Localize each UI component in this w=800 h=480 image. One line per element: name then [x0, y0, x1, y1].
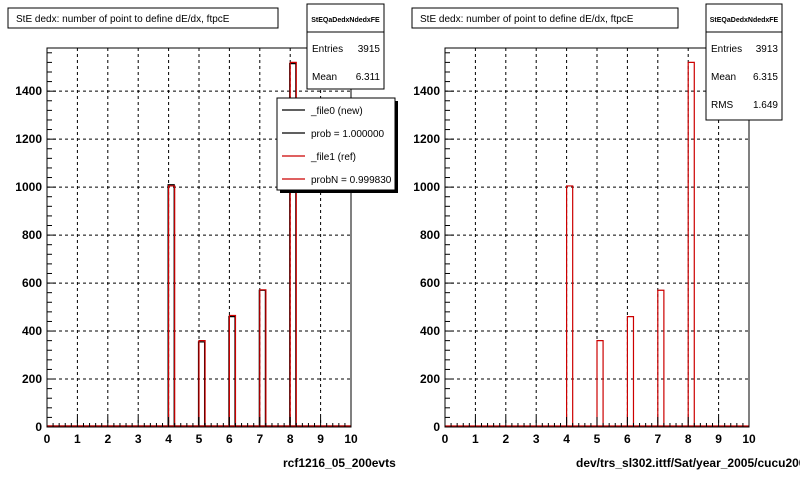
x-tick-label: 2	[502, 432, 509, 446]
stats-key: RMS	[711, 100, 734, 111]
y-tick-label: 1400	[15, 84, 42, 98]
x-tick-label: 1	[74, 432, 81, 446]
x-axis-label: dev/trs_sl302.ittf/Sat/year_2005/cucu200…	[576, 456, 800, 470]
stats-title: StEQaDedxNdedxFE	[710, 17, 779, 24]
x-axis-label: rcf1216_05_200evts	[283, 456, 396, 470]
x-tick-label: 5	[196, 432, 203, 446]
stats-key: Mean	[312, 72, 337, 83]
x-tick-label: 4	[165, 432, 172, 446]
chart-title: StE dedx: number of point to define dE/d…	[16, 14, 230, 25]
y-tick-label: 200	[420, 372, 440, 386]
y-tick-label: 600	[420, 276, 440, 290]
y-tick-label: 1000	[413, 180, 440, 194]
legend-frame	[276, 97, 396, 191]
stats-key: Entries	[711, 44, 742, 55]
y-tick-label: 1200	[413, 132, 440, 146]
stats-value: 3915	[358, 44, 381, 55]
y-tick-label: 1000	[15, 180, 42, 194]
bar-4	[259, 289, 267, 427]
y-tick-label: 0	[35, 420, 42, 434]
bar-4	[657, 289, 665, 427]
stats-box: StEQaDedxNdedxFE Entries 3915 Mean 6.311	[306, 3, 385, 90]
stats-frame	[306, 3, 385, 90]
bar-1	[565, 185, 574, 427]
x-tick-label: 4	[563, 432, 570, 446]
stats-title: StEQaDedxNdedxFE	[311, 17, 380, 24]
chart-panel-2: 0 1 2 3 4 5 6 7 8 9 10 0 200 400 600 800 1000 1200 1400 StE…	[411, 3, 800, 470]
y-tick-label: 200	[22, 372, 42, 386]
x-tick-label: 8	[287, 432, 294, 446]
x-tick-label: 9	[715, 432, 722, 446]
legend-label: _file1 (ref)	[310, 152, 356, 163]
x-tick-label: 0	[442, 432, 449, 446]
chart-panel-1: 0 1 2 3 4 5 6 7 8 9 10 0 200 400 600 800 1000 1200 1400 StE…	[7, 3, 398, 470]
legend-entries: _file0 (new) prob = 1.000000 _file1 (ref) p…	[282, 106, 392, 186]
stats-box: StEQaDedxNdedxFE Entries 3913 Mean 6.315 RMS 1…	[705, 3, 783, 121]
stats-frame	[705, 3, 783, 121]
y-tick-label: 400	[22, 324, 42, 338]
y-tick-label: 800	[22, 228, 42, 242]
legend-label: prob = 1.000000	[311, 129, 385, 140]
bar-5	[687, 61, 695, 427]
y-tick-label: 1400	[413, 84, 440, 98]
x-tick-label: 0	[44, 432, 51, 446]
series--file1-ref-	[47, 61, 351, 427]
series-hist	[445, 61, 749, 427]
y-tick-label: 0	[433, 420, 440, 434]
legend-label: probN = 0.999830	[311, 175, 392, 186]
title-box	[411, 7, 679, 29]
x-tick-label: 5	[594, 432, 601, 446]
bar-2	[596, 340, 604, 427]
y-tick-label: 400	[420, 324, 440, 338]
title-box	[7, 7, 279, 29]
y-tick-label: 1200	[15, 132, 42, 146]
stats-value: 6.315	[753, 72, 778, 83]
legend: _file0 (new) prob = 1.000000 _file1 (ref) p…	[276, 97, 398, 193]
x-tick-label: 6	[226, 432, 233, 446]
bar-3	[228, 314, 237, 427]
bar-5	[289, 61, 297, 427]
x-tick-label: 2	[104, 432, 111, 446]
stats-value: 1.649	[753, 100, 778, 111]
stats-key: Entries	[312, 44, 343, 55]
x-tick-label: 8	[685, 432, 692, 446]
x-tick-label: 7	[654, 432, 661, 446]
stats-key: Mean	[711, 72, 736, 83]
stats-value: 3913	[756, 44, 779, 55]
bar-2	[198, 340, 206, 427]
chart-title: StE dedx: number of point to define dE/d…	[420, 14, 634, 25]
y-tick-label: 600	[22, 276, 42, 290]
x-tick-label: 3	[135, 432, 142, 446]
x-tick-label: 10	[344, 432, 358, 446]
bar-1	[168, 185, 176, 427]
x-tick-label: 3	[533, 432, 540, 446]
legend-label: _file0 (new)	[310, 106, 363, 117]
x-tick-label: 9	[317, 432, 324, 446]
x-tick-label: 1	[472, 432, 479, 446]
x-tick-label: 7	[256, 432, 263, 446]
bar-3	[626, 316, 635, 427]
x-tick-label: 10	[742, 432, 756, 446]
stats-value: 6.311	[356, 72, 381, 83]
x-tick-label: 6	[624, 432, 631, 446]
y-tick-label: 800	[420, 228, 440, 242]
